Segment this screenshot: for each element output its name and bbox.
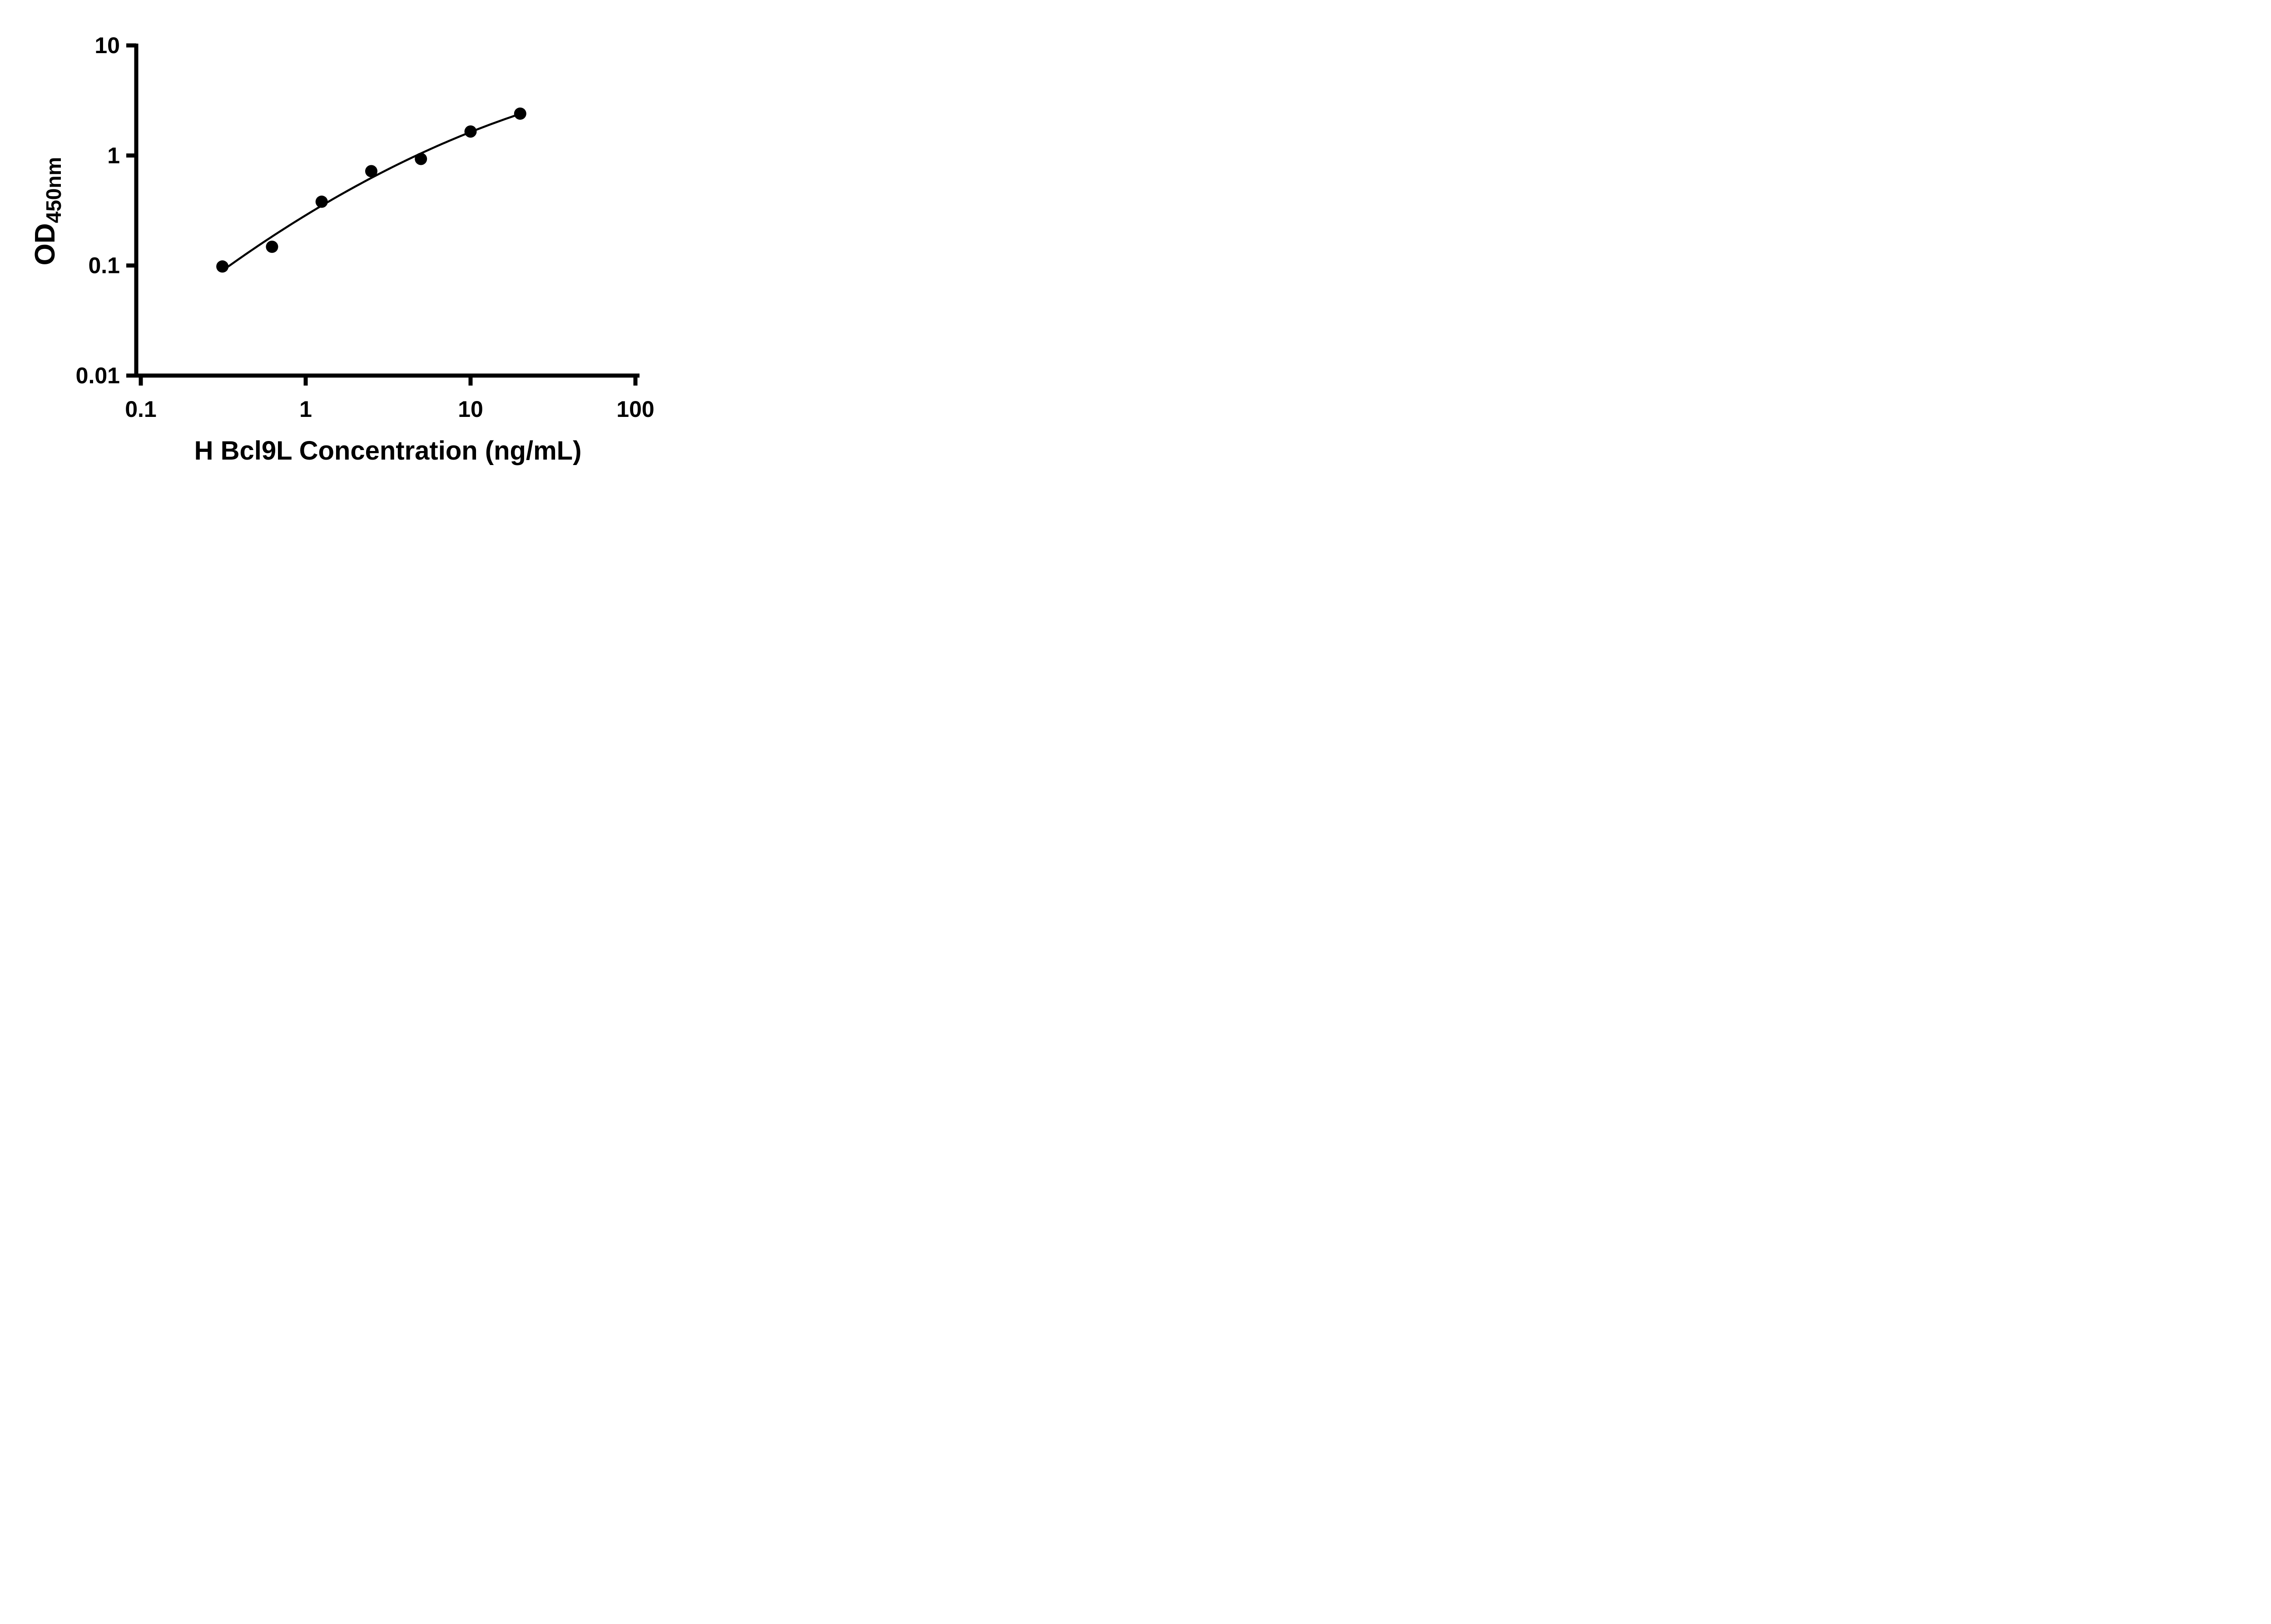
y-axis-title: OD450nm	[30, 157, 65, 266]
x-tick-labels-group: 0.1 1 10 100	[125, 396, 654, 422]
y-tick-labels-group: 0.01 0.1 1 10	[76, 33, 120, 388]
data-point	[365, 165, 377, 178]
y-tick-label: 0.1	[88, 253, 120, 278]
x-tick-label: 1	[299, 396, 312, 422]
x-tick-label: 100	[616, 396, 654, 422]
data-point	[315, 195, 328, 208]
data-point	[415, 153, 427, 165]
series-layer	[216, 107, 526, 273]
elisa-standard-curve-figure: 0.1 1 10 100 0.01 0.1 1 10 H Bcl9L Concentrati…	[0, 0, 704, 487]
data-point	[464, 125, 477, 138]
data-point	[514, 107, 526, 120]
y-tick-label: 0.01	[76, 363, 120, 388]
y-tick-label: 1	[107, 143, 120, 168]
x-axis-title: H Bcl9L Concentration (ng/mL)	[194, 436, 582, 465]
data-point	[266, 240, 278, 253]
y-tick-label: 10	[94, 33, 120, 58]
y-axis-title-subscript: 450nm	[42, 157, 65, 223]
data-point	[216, 260, 229, 273]
x-tick-label: 0.1	[125, 396, 157, 422]
x-tick-label: 10	[458, 396, 483, 422]
axes-layer	[126, 43, 640, 386]
y-axis-title-main: OD	[30, 223, 61, 265]
